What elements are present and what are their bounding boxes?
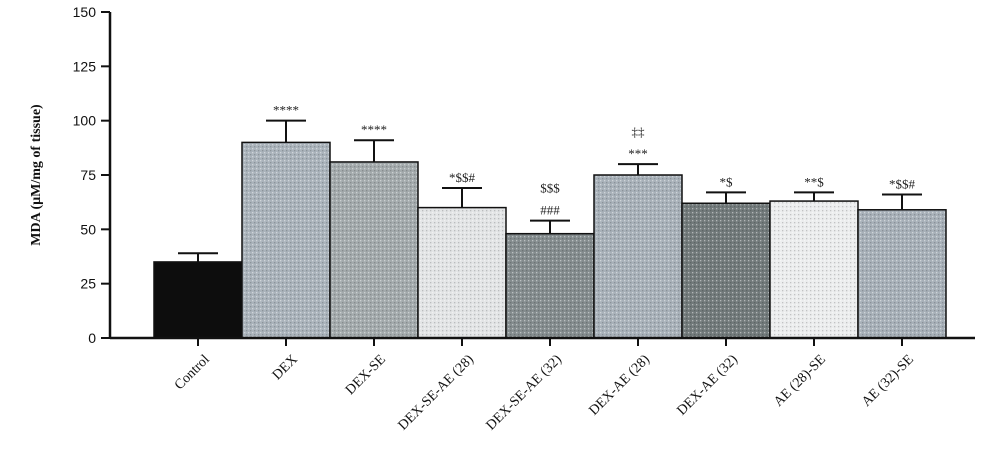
significance-label-dex-ae-28: *** [628,146,648,161]
x-tick-label-dex-se-ae-28: DEX-SE-AE (28) [396,352,478,434]
x-tick-label-dex-se-ae-32: DEX-SE-AE (32) [484,352,566,434]
bar-texture-dex-se-ae-32 [507,234,593,337]
axes-layer [101,11,975,346]
y-tick-label-50: 50 [80,221,96,237]
bar-control [153,261,243,339]
significance-label-dex-se-ae-32: ### [540,203,560,218]
x-tick-label-ae-32-se: AE (32)-SE [859,352,917,410]
x-tick-label-ae-28-se: AE (28)-SE [771,352,829,410]
x-tick-label-dex-se: DEX-SE [343,352,389,398]
y-tick-label-125: 125 [73,58,97,74]
significance-label-ae-28-se: **$ [804,174,824,189]
y-tick-label-75: 75 [80,167,96,183]
bar-texture-dex-se-ae-28 [419,208,505,337]
bar-texture-dex-ae-28 [595,176,681,337]
x-tick-label-dex-ae-32: DEX-AE (32) [674,352,741,419]
y-tick-label-0: 0 [88,330,96,346]
significance-label-dex-se-ae-32: $$$ [540,181,560,196]
bar-texture-ae-32-se [859,210,945,337]
significance-label-dex-ae-32: *$ [720,174,734,189]
significance-label-dex-se-ae-28: *$$# [449,170,476,185]
x-tick-label-dex-ae-28: DEX-AE (28) [586,352,653,419]
bar-texture-ae-28-se [771,202,857,337]
x-tick-label-control: Control [172,352,213,393]
bars-layer [153,141,947,339]
x-tick-label-dex: DEX [270,352,301,383]
bar-texture-dex-se [331,162,417,337]
y-tick-label-150: 150 [73,4,97,20]
y-axis-label: MDA (µM/mg of tissue) [29,104,44,246]
bar-texture-dex [243,143,329,337]
error-bars-layer [178,119,922,262]
y-tick-label-25: 25 [80,276,96,292]
significance-label-ae-32-se: *$$# [889,177,916,192]
significance-label-dex: **** [273,103,299,118]
bar-texture-dex-ae-32 [683,204,769,337]
significance-label-dex-se: **** [361,122,387,137]
y-tick-label-100: 100 [73,113,97,129]
significance-label-dex-ae-28: ‡‡ [632,124,646,139]
